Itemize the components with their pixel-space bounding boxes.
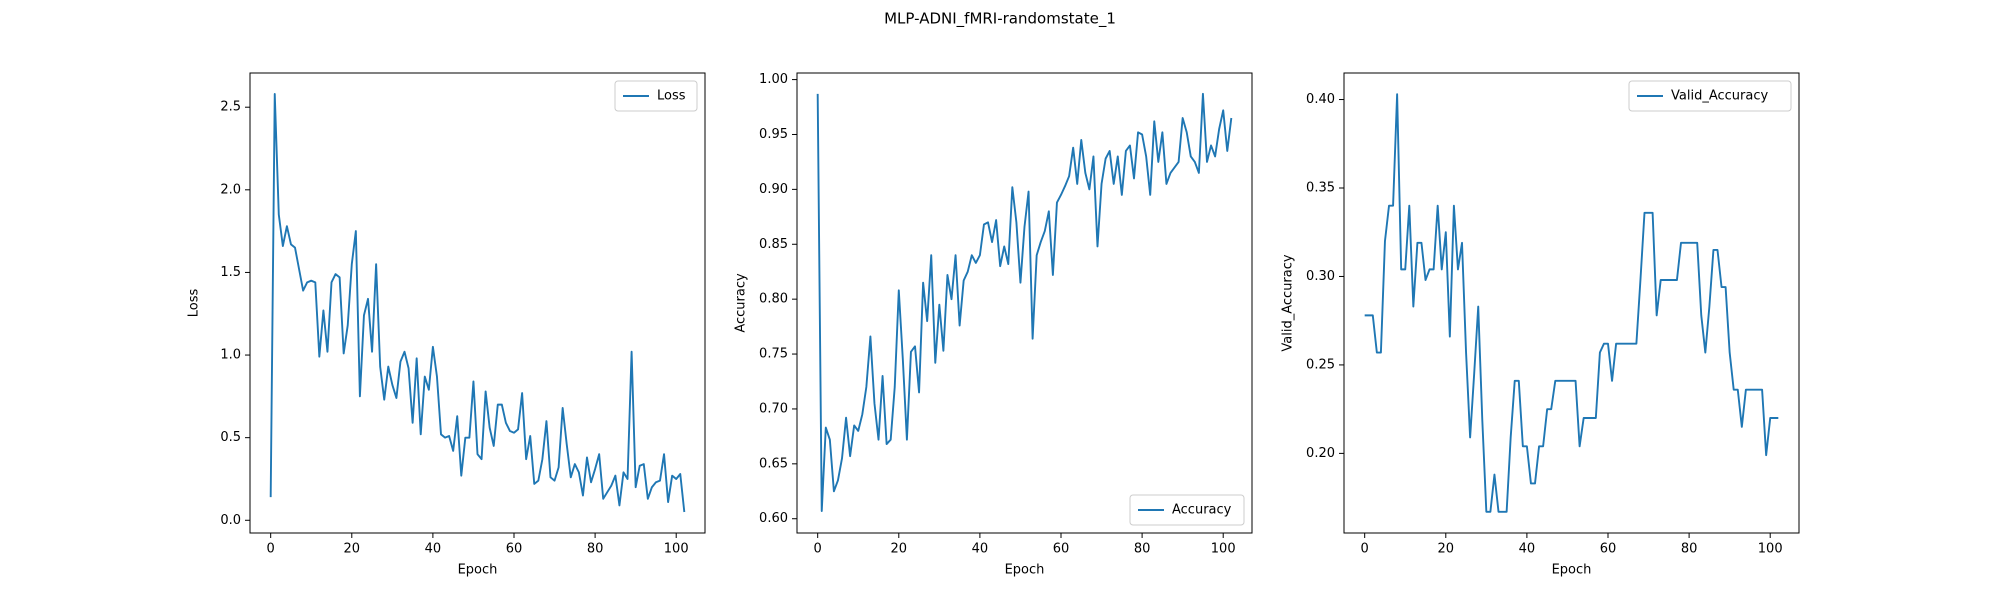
x-tick-label: 0	[267, 542, 275, 557]
y-tick-label: 2.0	[220, 182, 241, 197]
y-tick-label: 1.0	[220, 348, 241, 363]
y-tick-label: 1.00	[759, 72, 788, 87]
y-tick-label: 0.30	[1306, 269, 1335, 284]
x-tick-label: 80	[1134, 542, 1151, 557]
legend-box	[1628, 80, 1792, 112]
y-tick-label: 0.20	[1306, 446, 1335, 461]
y-tick-label: 0.65	[759, 456, 788, 471]
y-tick-label: 2.5	[220, 100, 241, 115]
figure-title: MLP-ADNI_fMRI-randomstate_1	[884, 10, 1116, 29]
x-tick-label: 20	[344, 542, 361, 557]
x-tick-label: 40	[425, 542, 442, 557]
legend-label: Accuracy	[1172, 503, 1232, 518]
y-tick-label: 0.40	[1306, 92, 1335, 107]
x-tick-label: 40	[1519, 542, 1536, 557]
legend-box	[1129, 494, 1245, 526]
axes-frame	[796, 72, 1253, 534]
data-line	[1364, 93, 1779, 513]
data-line	[269, 93, 686, 513]
x-tick-label: 100	[1211, 542, 1236, 557]
y-axis-label: Loss	[187, 289, 202, 318]
data-line	[816, 92, 1233, 512]
x-tick-label: 80	[587, 542, 604, 557]
y-tick-label: 0.80	[759, 292, 788, 307]
x-tick-label: 60	[1600, 542, 1617, 557]
y-tick-label: 0.85	[759, 237, 788, 252]
x-axis-label: Epoch	[458, 563, 498, 578]
legend-label: Loss	[657, 89, 686, 104]
x-axis-label: Epoch	[1005, 563, 1045, 578]
x-tick-label: 0	[1361, 542, 1369, 557]
y-tick-label: 0.35	[1306, 181, 1335, 196]
y-axis-label: Accuracy	[734, 273, 749, 333]
y-tick-label: 0.25	[1306, 357, 1335, 372]
y-tick-label: 0.0	[220, 513, 241, 528]
y-tick-label: 0.95	[759, 127, 788, 142]
x-tick-label: 100	[664, 542, 689, 557]
x-tick-label: 20	[891, 542, 908, 557]
x-axis-label: Epoch	[1552, 563, 1592, 578]
x-tick-label: 60	[1053, 542, 1070, 557]
y-axis-label: Valid_Accuracy	[1281, 254, 1296, 351]
x-tick-label: 80	[1681, 542, 1698, 557]
y-tick-label: 1.5	[220, 265, 241, 280]
x-tick-label: 0	[814, 542, 822, 557]
y-tick-label: 0.90	[759, 182, 788, 197]
y-tick-label: 0.5	[220, 430, 241, 445]
axes-frame	[249, 72, 706, 534]
axes-frame	[1343, 72, 1800, 534]
x-tick-label: 100	[1758, 542, 1783, 557]
y-tick-label: 0.70	[759, 401, 788, 416]
legend-label: Valid_Accuracy	[1671, 89, 1768, 104]
x-tick-label: 60	[506, 542, 523, 557]
x-tick-label: 20	[1438, 542, 1455, 557]
legend-box	[614, 80, 698, 112]
x-tick-label: 40	[972, 542, 989, 557]
y-tick-label: 0.75	[759, 347, 788, 362]
y-tick-label: 0.60	[759, 511, 788, 526]
